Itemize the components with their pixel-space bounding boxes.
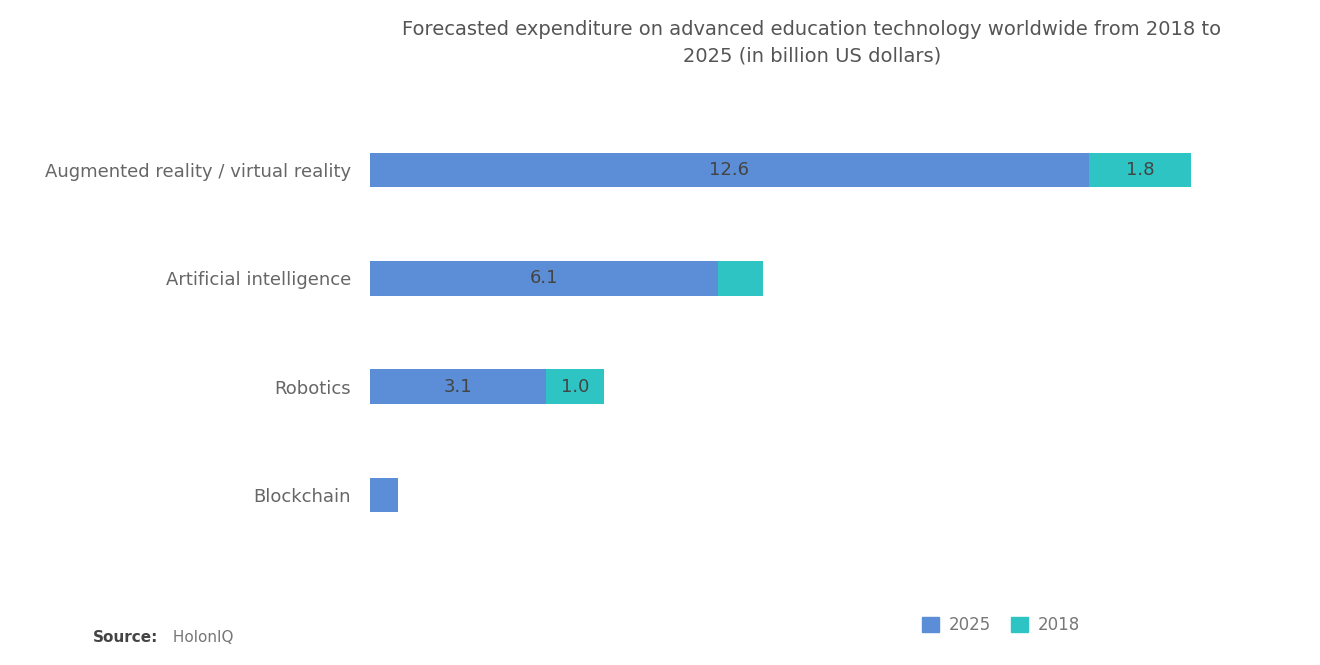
- Bar: [370, 153, 1089, 188]
- Bar: [370, 369, 546, 404]
- Text: 1.0: 1.0: [561, 378, 589, 396]
- Bar: [370, 261, 718, 296]
- Legend: 2025, 2018: 2025, 2018: [915, 609, 1086, 640]
- Text: HolonIQ: HolonIQ: [168, 630, 234, 645]
- Text: 3.1: 3.1: [444, 378, 473, 396]
- Bar: [1089, 153, 1191, 188]
- Bar: [718, 261, 763, 296]
- Text: Source:: Source:: [92, 630, 158, 645]
- Text: 12.6: 12.6: [709, 161, 748, 179]
- Bar: [546, 369, 603, 404]
- Text: 6.1: 6.1: [529, 269, 558, 287]
- Text: 1.8: 1.8: [1126, 161, 1154, 179]
- Bar: [370, 477, 399, 512]
- Title: Forecasted expenditure on advanced education technology worldwide from 2018 to
2: Forecasted expenditure on advanced educa…: [403, 19, 1221, 65]
